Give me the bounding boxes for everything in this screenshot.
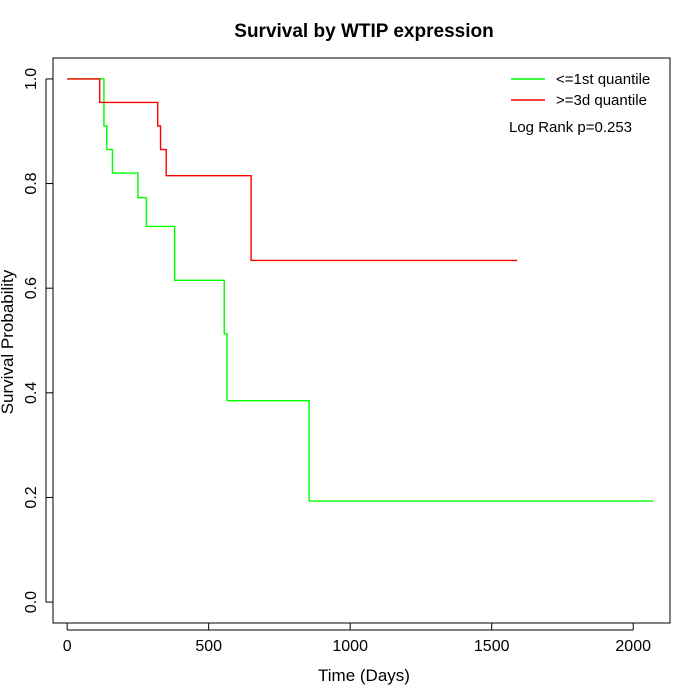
x-axis-label: Time (Days) [318, 666, 410, 685]
survival-curve-2 [67, 78, 518, 262]
x-tick-label: 500 [195, 638, 222, 655]
chart-title: Survival by WTIP expression [234, 21, 493, 42]
legend-label-1: <=1st quantile [556, 71, 650, 88]
survival-curve-1 [67, 78, 654, 502]
y-tick-label: 0.0 [23, 591, 40, 613]
x-tick-label: 1000 [332, 638, 368, 655]
series-group [67, 78, 654, 502]
x-tick-label: 0 [63, 638, 72, 655]
y-tick-label: 0.2 [23, 486, 40, 508]
log-rank-annotation: Log Rank p=0.253 [509, 119, 632, 136]
x-tick-label: 1500 [474, 638, 510, 655]
y-tick-label: 0.4 [23, 382, 40, 404]
y-axis: 0.0 0.2 0.4 0.6 0.8 1.0 [23, 68, 53, 613]
y-tick-label: 0.6 [23, 277, 40, 299]
plot-frame [52, 57, 671, 624]
legend-label-2: >=3d quantile [556, 92, 647, 109]
legend: <=1st quantile >=3d quantile [511, 71, 650, 109]
y-tick-label: 0.8 [23, 172, 40, 194]
y-tick-label: 1.0 [23, 68, 40, 90]
y-axis-label: Survival Probability [0, 269, 17, 414]
x-axis: 0 500 1000 1500 2000 [63, 623, 651, 655]
x-tick-label: 2000 [615, 638, 651, 655]
